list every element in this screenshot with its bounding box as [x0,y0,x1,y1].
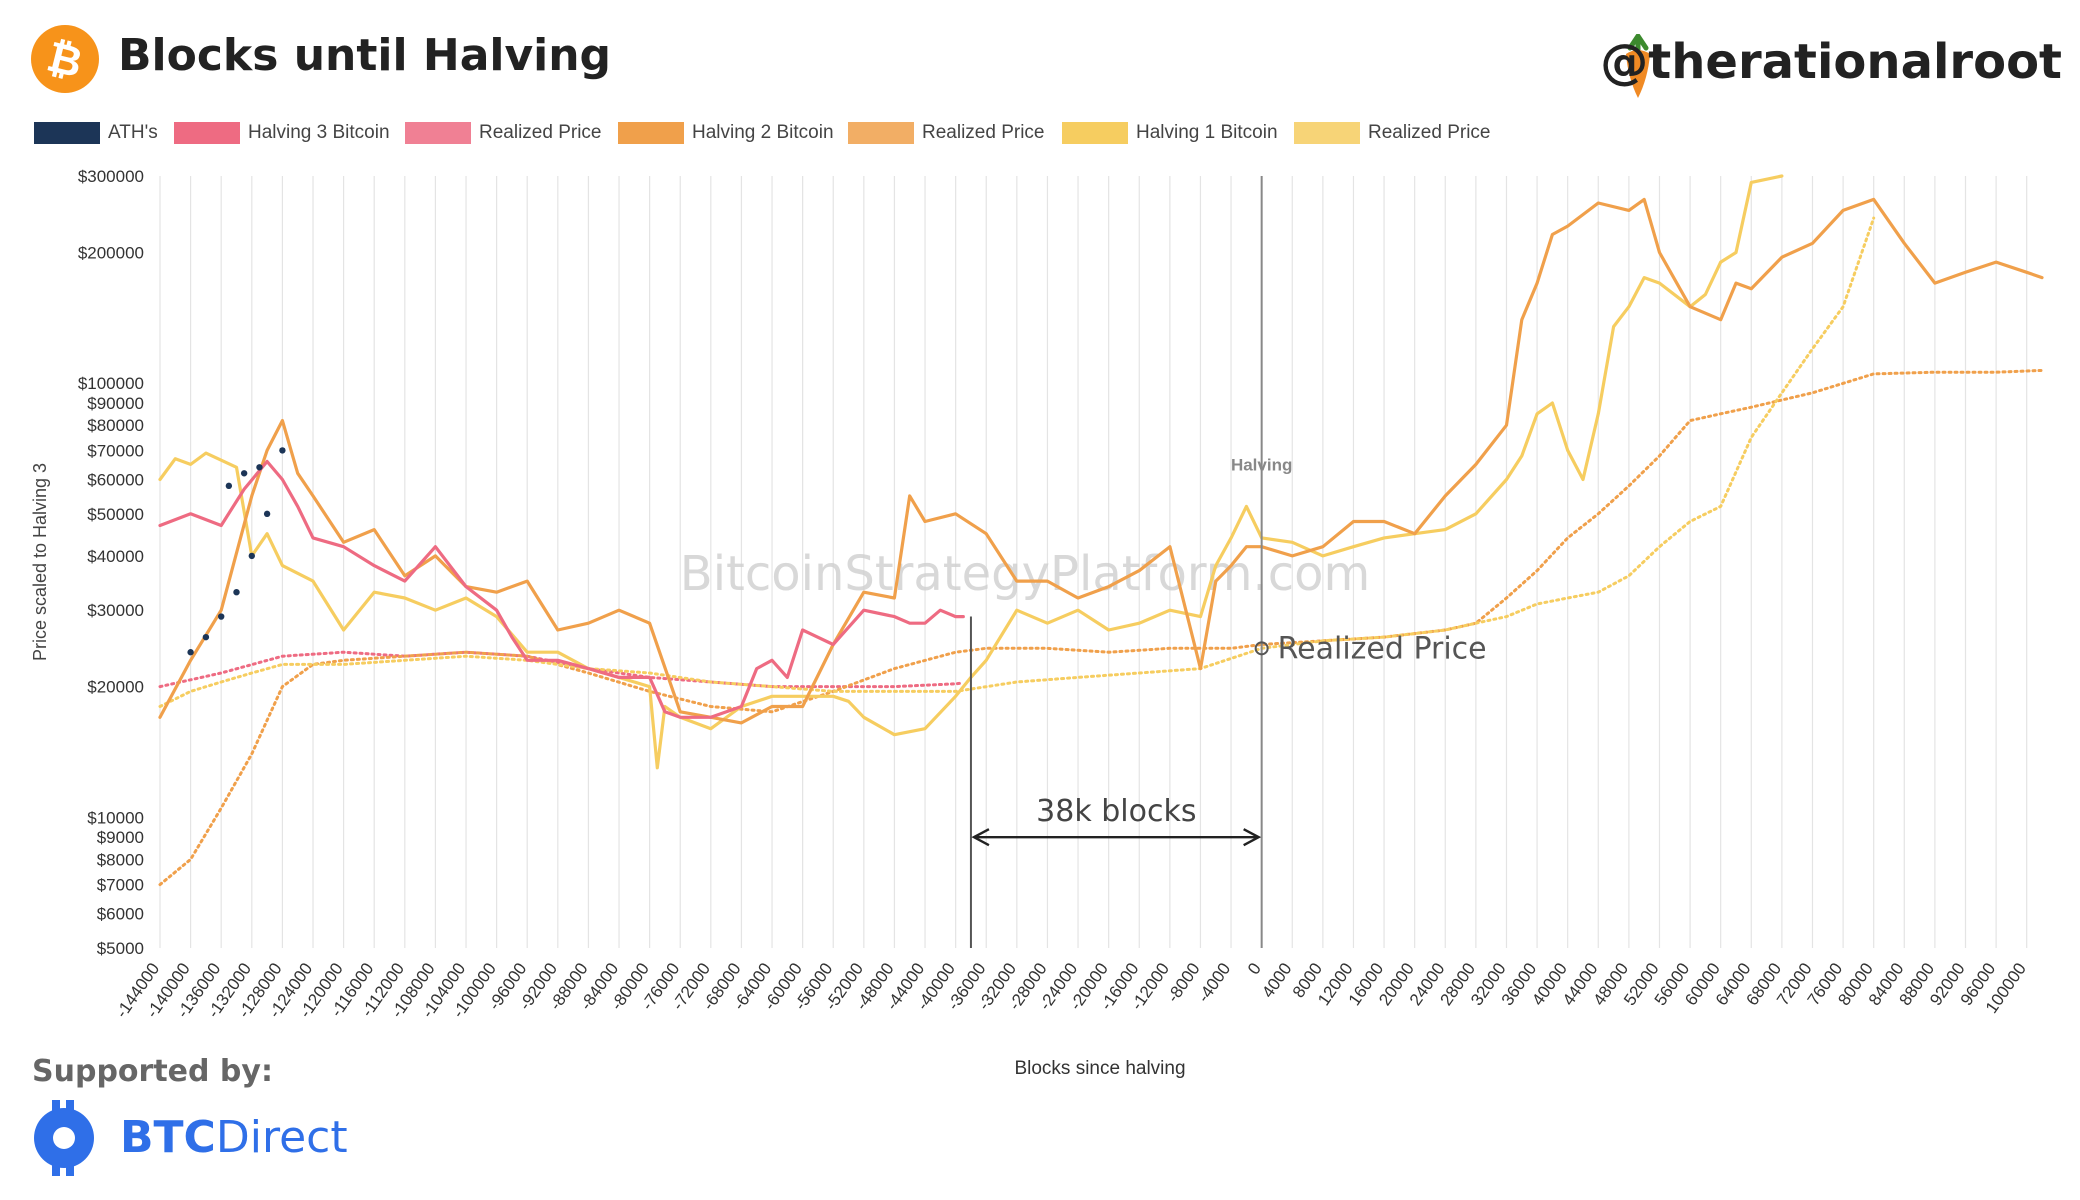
y-tick-label: $9000 [97,828,144,847]
y-tick-label: $6000 [97,905,144,924]
y-tick-label: $50000 [87,505,144,524]
y-tick-label: $8000 [97,850,144,869]
legend-swatch [174,122,240,144]
legend-label: Halving 1 Bitcoin [1136,122,1278,143]
x-axis-title: Blocks since halving [1014,1058,1186,1079]
y-tick-label: $300000 [78,167,144,186]
legend-swatch [618,122,684,144]
y-tick-label: $90000 [87,394,144,413]
legend-label: Halving 3 Bitcoin [248,122,390,143]
realized-price-annotation: Realized Price [1278,631,1487,666]
ath-point [279,447,286,454]
y-axis-title: Price scaled to Halving 3 [30,463,50,661]
x-tick-label: -4000 [1194,959,1235,1006]
y-tick-label: $10000 [87,808,144,827]
ath-point [263,510,271,518]
y-tick-label: $60000 [87,470,144,489]
y-tick-label: $40000 [87,547,144,566]
x-tick-label: -8000 [1163,959,1204,1006]
brand-light: Direct [215,1112,348,1163]
legend-swatch [405,122,471,144]
y-tick-label: $5000 [97,939,144,958]
y-tick-label: $7000 [97,876,144,895]
header: ₿ Blocks until Halving @therationalroot [0,0,2080,120]
series-line [158,216,1876,708]
ath-point [256,464,263,471]
y-tick-label: $30000 [87,601,144,620]
x-tick-label: 4000 [1258,959,1295,1001]
ath-point [187,649,194,656]
ath-point [233,588,240,596]
series-line [158,368,2044,887]
chart-canvas: -144000-140000-136000-132000-128000-1240… [30,167,2044,1021]
series-line [158,174,1784,770]
y-tick-label: $20000 [87,678,144,697]
legend-label: Realized Price [479,122,602,143]
chart-title: Blocks until Halving [118,30,612,81]
span-label: 38k blocks [1036,794,1196,829]
legend-swatch [848,122,914,144]
legend-swatch [34,122,100,144]
series-line [158,650,965,689]
legend-label: ATH's [108,122,158,143]
legend-swatch [1294,122,1360,144]
ath-point [218,613,225,620]
y-tick-label: $200000 [78,243,144,262]
supported-by-label: Supported by: [32,1054,273,1089]
bitcoin-logo-icon: ₿ [31,25,99,93]
ath-point [240,470,248,477]
legend-label: Realized Price [1368,122,1491,143]
y-tick-label: $70000 [87,441,144,460]
x-tick-label: 0 [1244,959,1265,978]
series-line [158,197,2044,725]
span-arrow-right-head [1243,828,1262,847]
carrot-icon [1626,34,1650,98]
halving-label: Halving [1231,455,1292,474]
btcdirect-wordmark: BTCDirect [120,1112,348,1163]
legend-swatch [1062,122,1128,144]
author-handle: @therationalroot [1600,34,2062,90]
y-tick-label: $100000 [78,374,144,393]
realized-price-marker [1254,641,1269,656]
legend-label: Realized Price [922,122,1045,143]
watermark: BitcoinStrategyPlatform.com [680,546,1370,602]
ath-point [202,633,210,641]
span-arrow-left-head [971,828,990,847]
y-tick-label: $80000 [87,416,144,435]
legend-label: Halving 2 Bitcoin [692,122,834,143]
ath-point [248,552,256,560]
btcdirect-logo-icon [34,1100,94,1176]
ath-point [225,482,233,490]
series-line [158,459,965,719]
brand-bold: BTC [120,1112,216,1163]
